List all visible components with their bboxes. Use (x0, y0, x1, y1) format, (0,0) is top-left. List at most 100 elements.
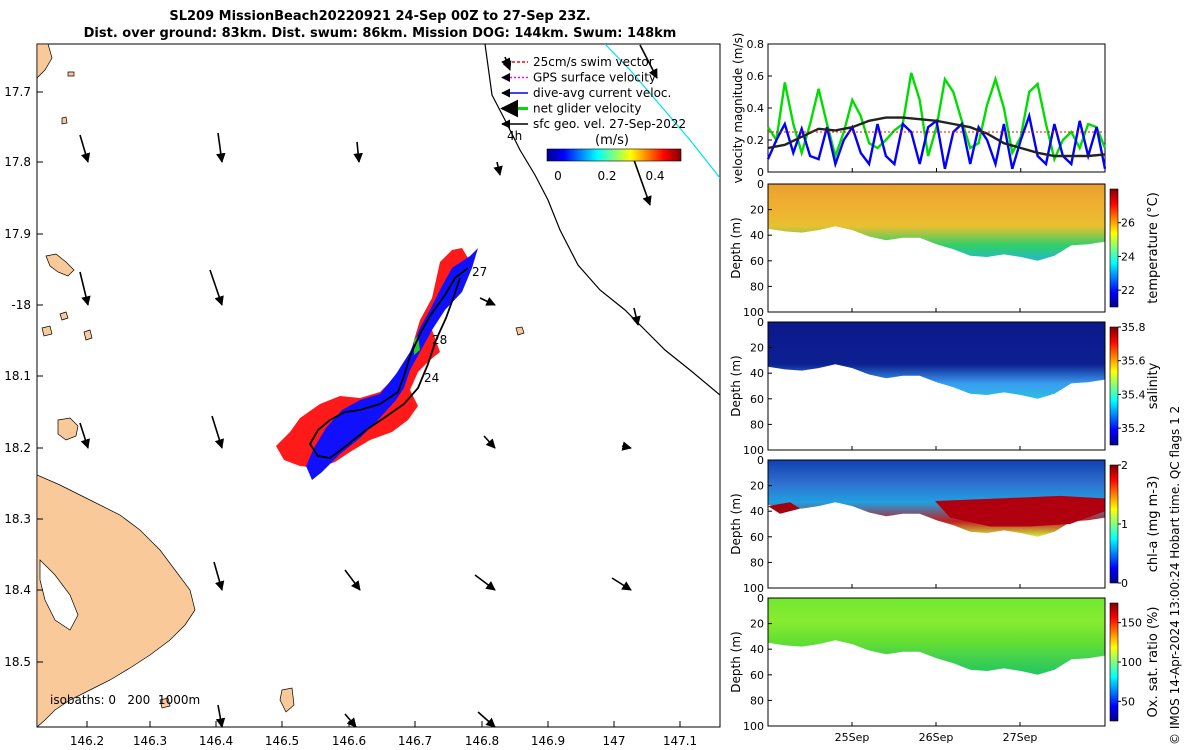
chla-max-patch (768, 502, 800, 514)
coastline-mainland-north (37, 44, 53, 79)
section-heatmap-fill (768, 322, 1105, 399)
surface-velocity-arrows (79, 44, 658, 728)
velocity-ytick-label: 0.4 (747, 102, 765, 115)
section-ylabel: Depth (m) (729, 493, 743, 554)
velocity-arrow (639, 44, 658, 79)
velocity-arrow (621, 441, 632, 451)
section-ytick-label: 20 (750, 480, 764, 493)
section-ytick-label: 0 (757, 316, 764, 329)
legend-label: GPS surface velocity (533, 71, 656, 85)
section-ytick-label: 60 (750, 669, 764, 682)
map-xtick-label: 146.5 (265, 734, 299, 748)
legend-label: dive-avg current veloc. (533, 86, 671, 100)
velocity-arrow (79, 271, 91, 306)
map-ytick-label: -18 (11, 298, 31, 312)
map-xtick-label: 146.2 (70, 734, 104, 748)
section-ytick-label: 40 (750, 367, 764, 380)
island-west-small-group (41, 311, 93, 341)
colorbar-tick-label: 0 (1121, 577, 1128, 590)
colorbar-tick-label: 35.8 (1121, 321, 1146, 334)
section-ytick-label: 80 (750, 280, 764, 293)
cyan-track-line (604, 44, 720, 179)
glider-track-line (308, 267, 469, 459)
colorbar-tick-0: 0 (554, 169, 562, 183)
velocity-arrow (611, 577, 632, 591)
section-ytick-label: 20 (750, 618, 764, 631)
map-xtick-label: 146.7 (398, 734, 432, 748)
map-xtick-label: 146.9 (531, 734, 565, 748)
day-label-27: 27 (472, 265, 487, 279)
velocity-ytick-label: 0.6 (747, 70, 765, 83)
island-large (57, 417, 79, 441)
time-axis: 25Sep 26Sep 27Sep (835, 731, 1038, 744)
section-heatmap-fill (768, 184, 1105, 261)
map-panel: 146.2 146.3 146.4 146.5 146.6 146.7 146.8 146.9… (4, 43, 721, 748)
colorbar-tick-label: 35.6 (1121, 355, 1146, 368)
velocity-arrow (483, 435, 496, 449)
day-label-24: 24 (424, 371, 439, 385)
velocity-arrow (215, 704, 226, 728)
coastline-mainland-south (37, 474, 196, 727)
colorbar-tick-label: 35.4 (1121, 388, 1146, 401)
section-panel: 0 20 40 60 80 100 Depth (m) 22 24 26 temperature (… (729, 178, 1161, 319)
section-heatmap-fill (768, 598, 1105, 675)
velocity-magnitude-chart: 0 0.2 0.4 0.6 0.8 velocity magnitude (m/s) (731, 33, 1107, 183)
map-axis-ticks: 146.2 146.3 146.4 146.5 146.6 146.7 146.8 146.9… (4, 85, 697, 748)
velocity-arrow (633, 159, 652, 206)
map-ytick-label: 18.3 (4, 512, 31, 526)
section-ytick-label: 80 (750, 418, 764, 431)
section-ylabel: Depth (m) (729, 355, 743, 416)
time-label-25sep: 25Sep (835, 731, 870, 744)
swim-vector-patch (276, 248, 468, 468)
day-label-28: 28 (432, 333, 447, 347)
colorbar-tick-label: 26 (1121, 217, 1135, 230)
legend-label: net glider velocity (533, 102, 641, 116)
section-ylabel: Depth (m) (729, 631, 743, 692)
map-ytick-label: 18.5 (4, 655, 31, 669)
velocity-ytick-label: 0.2 (747, 134, 765, 147)
map-ytick-label: 17.8 (4, 155, 31, 169)
map-xtick-label: 146.6 (332, 734, 366, 748)
island-north-west (45, 253, 75, 277)
colorbar-tick-label: 100 (1121, 656, 1142, 669)
map-ytick-label: 17.9 (4, 227, 31, 241)
title-line-2: Dist. over ground: 83km. Dist. swum: 86k… (83, 26, 677, 41)
section-ytick-label: 40 (750, 229, 764, 242)
colorbar-label: Ox. sat. ratio (%) (1146, 607, 1161, 718)
velocity-arrow (479, 296, 496, 306)
section-colorbar (1109, 464, 1119, 584)
section-panel: 0 20 40 60 80 100 Depth (m) 50 100 150 Ox. sat. ra… (729, 592, 1161, 733)
velocity-arrow (79, 422, 90, 449)
legend-label: sfc geo. vel. 27-Sep-2022 (533, 117, 686, 131)
velocity-arrow (211, 415, 225, 449)
time-label-27sep: 27Sep (1003, 731, 1038, 744)
island-small-east (61, 71, 525, 336)
section-ytick-label: 0 (757, 178, 764, 191)
velocity-arrow (474, 574, 496, 591)
section-colorbar (1109, 602, 1119, 722)
colorbar-tick-label: 2 (1121, 459, 1128, 472)
map-content (37, 44, 720, 727)
section-ytick-label: 60 (750, 255, 764, 268)
map-xtick-label: 147.1 (663, 734, 697, 748)
section-colorbar (1109, 188, 1119, 308)
section-ytick-label: 100 (743, 444, 764, 457)
colorbar-tick-label: 50 (1121, 695, 1135, 708)
colorbar-title: (m/s) (595, 133, 629, 148)
colorbar-tick-label: 35.2 (1121, 422, 1146, 435)
section-ytick-label: 80 (750, 556, 764, 569)
scale-label: 4h (507, 129, 522, 143)
velocity-ytick-label: 0 (757, 166, 764, 179)
section-ytick-label: 0 (757, 454, 764, 467)
velocity-arrow (631, 307, 641, 326)
section-panel: 0 20 40 60 80 100 Depth (m) 35.2 35.4 35.6 35.8 sal… (729, 316, 1161, 457)
velocity-arrow (344, 569, 361, 591)
colorbar-tick-2: 0.4 (645, 169, 664, 183)
colorbar-tick-label: 24 (1121, 250, 1135, 263)
colorbar-tick-label: 22 (1121, 284, 1135, 297)
section-ytick-label: 60 (750, 393, 764, 406)
section-ytick-label: 100 (743, 306, 764, 319)
colorbar-tick-label: 1 (1121, 518, 1128, 531)
velocity-arrow (477, 711, 496, 728)
